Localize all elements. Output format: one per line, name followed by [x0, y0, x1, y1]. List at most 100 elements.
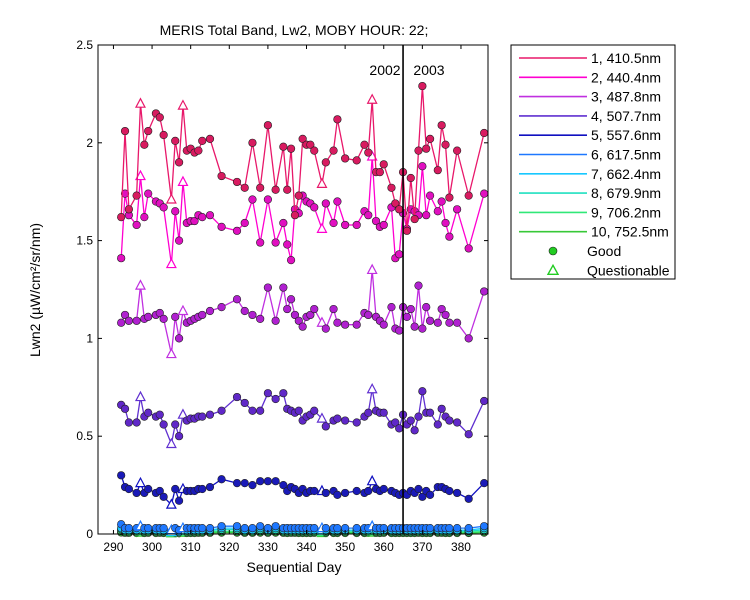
data-point	[140, 140, 149, 149]
data-point	[352, 418, 361, 427]
data-point	[279, 481, 288, 490]
x-tick-label: 320	[219, 540, 239, 554]
series-group	[117, 150, 489, 269]
data-point	[379, 408, 388, 417]
data-point	[263, 121, 273, 130]
data-point	[159, 492, 168, 501]
data-point	[205, 134, 215, 143]
questionable-point	[165, 498, 177, 509]
data-point	[445, 232, 454, 241]
data-point	[402, 226, 412, 235]
data-point	[333, 524, 342, 533]
data-point	[117, 254, 126, 263]
questionable-point	[165, 193, 177, 204]
data-point	[124, 524, 133, 533]
data-point	[310, 146, 319, 155]
questionable-point	[134, 169, 146, 181]
data-point	[418, 81, 427, 91]
data-point	[445, 193, 454, 202]
data-point	[352, 156, 361, 165]
data-point	[310, 524, 319, 533]
data-point	[375, 168, 384, 177]
data-point	[333, 115, 342, 124]
data-point	[132, 191, 141, 200]
data-point	[333, 197, 342, 206]
data-point	[144, 484, 153, 494]
data-point	[321, 422, 330, 431]
data-point	[286, 295, 296, 304]
data-point	[198, 524, 207, 533]
data-point	[387, 183, 396, 192]
data-point	[321, 324, 330, 333]
data-point	[321, 488, 330, 498]
data-point	[445, 524, 454, 533]
data-point	[205, 482, 215, 492]
data-point	[422, 211, 431, 220]
data-point	[159, 524, 168, 533]
data-point	[453, 418, 462, 427]
data-point	[341, 416, 350, 425]
questionable-point	[177, 304, 189, 316]
data-point	[194, 146, 203, 155]
data-point	[132, 418, 141, 427]
data-point	[256, 314, 265, 323]
data-point	[232, 177, 242, 187]
data-point	[271, 185, 280, 194]
y-axis-label: Lwn2 (µW/cm²/sr/nm)	[27, 223, 43, 357]
data-point	[283, 304, 292, 314]
data-point	[333, 414, 342, 423]
data-point	[321, 199, 330, 208]
data-point	[294, 316, 303, 325]
chart-title: MERIS Total Band, Lw2, MOBY HOUR: 22;	[160, 22, 429, 38]
questionable-point	[134, 279, 146, 290]
data-point	[464, 494, 473, 503]
legend-label: 4, 507.7nm	[591, 108, 661, 124]
data-point	[445, 318, 454, 327]
data-point	[198, 136, 207, 145]
data-point	[174, 236, 184, 245]
questionable-point	[134, 476, 146, 488]
data-point	[120, 189, 130, 198]
legend-label: 10, 752.5nm	[591, 224, 669, 240]
data-point	[480, 522, 489, 531]
data-point	[144, 408, 153, 417]
data-point	[414, 412, 423, 421]
data-point	[240, 306, 249, 316]
data-point	[425, 490, 435, 499]
data-point	[290, 211, 300, 220]
legend-label: 1, 410.5nm	[591, 50, 661, 66]
data-point	[144, 312, 153, 321]
data-point	[198, 412, 207, 421]
data-point	[240, 218, 249, 228]
data-point	[205, 306, 215, 316]
data-point	[437, 404, 446, 413]
data-point	[248, 195, 257, 204]
data-point	[433, 166, 442, 175]
y-tick-label: 0	[86, 527, 93, 541]
questionable-point	[165, 437, 177, 449]
data-point	[433, 420, 442, 429]
data-point	[155, 308, 164, 318]
data-point	[425, 524, 435, 533]
questionable-point	[366, 263, 378, 275]
data-point	[171, 420, 180, 429]
data-point	[406, 416, 415, 425]
data-point	[441, 140, 450, 149]
data-point	[395, 250, 404, 259]
data-point	[132, 316, 141, 325]
questionable-point	[177, 175, 189, 187]
data-point	[232, 479, 242, 488]
data-point	[321, 524, 330, 533]
data-point	[271, 238, 280, 247]
data-point	[248, 481, 257, 490]
data-point	[124, 316, 133, 325]
data-point	[364, 310, 373, 320]
data-point	[425, 191, 435, 200]
data-point	[464, 191, 473, 200]
data-point	[217, 475, 226, 484]
data-point	[433, 207, 442, 216]
data-point	[306, 310, 315, 320]
data-point	[418, 162, 427, 171]
data-point	[364, 486, 373, 496]
legend-label: 2, 440.4nm	[591, 69, 661, 85]
